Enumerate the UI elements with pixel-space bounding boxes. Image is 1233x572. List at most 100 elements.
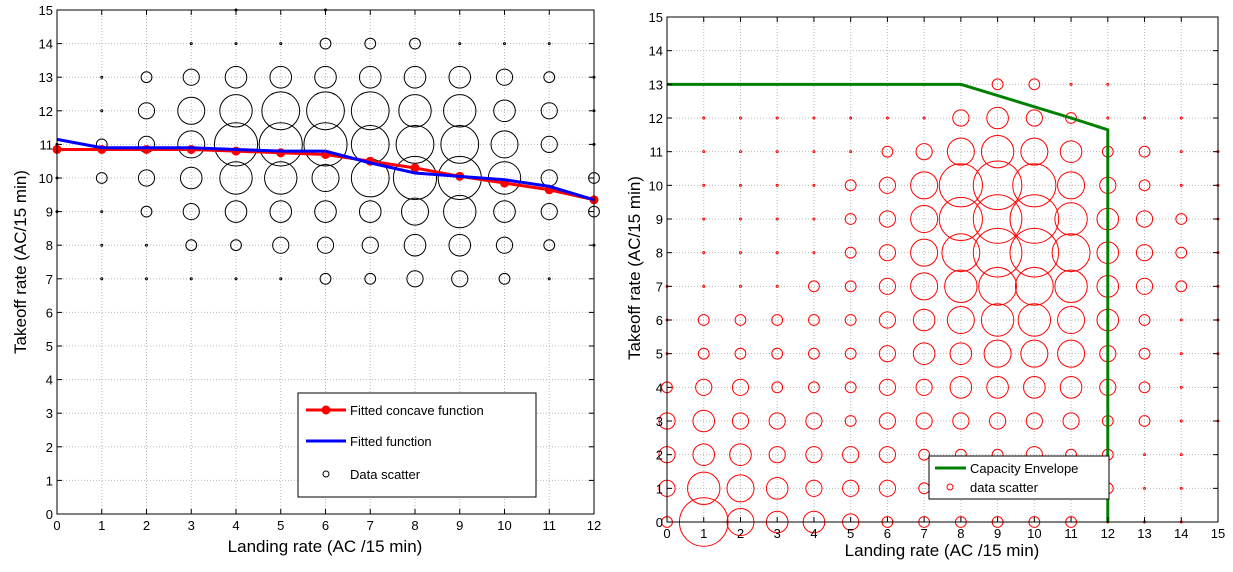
concave-fit-marker: [410, 163, 420, 173]
y-tick-label: 6: [656, 313, 663, 328]
scatter-point: [771, 381, 784, 394]
scatter-point: [912, 342, 936, 365]
y-tick-label: 14: [39, 37, 53, 52]
scatter-point: [458, 42, 462, 46]
scatter-point: [234, 277, 238, 281]
y-tick-label: 5: [46, 339, 53, 354]
x-tick-label: 9: [456, 518, 463, 533]
scatter-point: [543, 71, 556, 84]
legend-marker-scatter-left: [322, 470, 330, 478]
scatter-point: [493, 200, 516, 223]
scatter-point: [952, 109, 970, 127]
scatter-point: [812, 116, 816, 120]
scatter-point: [264, 161, 298, 195]
scatter-point: [189, 42, 193, 46]
scatter-point: [1054, 202, 1088, 236]
scatter-point: [812, 183, 816, 187]
scatter-point: [189, 277, 193, 281]
y-tick-label: 15: [649, 10, 663, 25]
scatter-point: [279, 277, 283, 281]
scatter-point: [878, 176, 897, 194]
scatter-point: [311, 164, 340, 192]
scatter-point: [314, 200, 337, 223]
scatter-point: [731, 378, 750, 396]
scatter-point: [775, 116, 779, 120]
x-tick-label: 1: [98, 518, 105, 533]
scatter-point: [95, 172, 108, 184]
scatter-point: [145, 243, 148, 247]
scatter-point: [219, 94, 253, 128]
scatter-point: [185, 239, 198, 252]
scatter-point: [230, 239, 242, 252]
scatter-point: [878, 210, 897, 228]
scatter-point: [1179, 453, 1183, 457]
scatter-point: [403, 233, 427, 257]
y-tick-label: 13: [39, 70, 53, 85]
scatter-point: [306, 91, 345, 131]
x-tick-label: 10: [1027, 526, 1041, 541]
scatter-point: [986, 376, 1009, 399]
scatter-point: [910, 272, 939, 301]
scatter-point: [983, 339, 1012, 368]
y-tick-label: 0: [656, 515, 663, 530]
scatter-point: [808, 314, 820, 326]
scatter-point: [137, 102, 156, 120]
scatter-point: [738, 150, 742, 154]
x-tick-label: 12: [1101, 526, 1115, 541]
scatter-point: [1179, 150, 1183, 154]
scatter-point: [547, 42, 551, 46]
y-tick-label: 11: [650, 145, 664, 160]
scatter-point: [775, 217, 779, 221]
scatter-point: [849, 116, 853, 120]
x-tick-label: 11: [543, 518, 557, 533]
scatter-point: [543, 239, 556, 252]
scatter-point: [808, 381, 820, 394]
scatter-point: [100, 243, 104, 247]
scatter-point: [503, 42, 506, 46]
scatter-point: [687, 471, 721, 506]
scatter-point: [1106, 116, 1110, 120]
scatter-point: [1135, 244, 1154, 262]
scatter-point: [269, 200, 293, 223]
scatter-point: [140, 71, 153, 84]
scatter-point: [448, 65, 472, 89]
scatter-point: [269, 65, 293, 89]
scatter-point: [842, 446, 860, 464]
scatter-point: [878, 378, 897, 396]
scatter-point: [258, 122, 303, 167]
scatter-point: [1138, 347, 1151, 360]
scatter-point: [1012, 163, 1057, 208]
y-tick-label: 3: [656, 414, 663, 429]
scatter-point: [145, 277, 148, 281]
scatter-point: [100, 277, 104, 281]
scatter-point: [490, 130, 519, 159]
capacity-envelope-line: [667, 82, 1110, 522]
scatter-point: [771, 347, 784, 360]
scatter-point: [1014, 266, 1054, 306]
x-tick-label: 10: [497, 518, 511, 533]
y-tick-label: 10: [649, 178, 663, 193]
scatter-point: [808, 280, 820, 293]
x-tick-label: 1: [700, 526, 707, 541]
y-tick-label: 7: [656, 279, 663, 294]
scatter-point: [395, 124, 435, 164]
x-tick-label: 0: [663, 526, 670, 541]
y-tick-label: 4: [656, 380, 663, 395]
scatter-point: [734, 314, 747, 326]
x-tick-label: 2: [737, 526, 744, 541]
legend-label-concave: Fitted concave function: [350, 403, 484, 418]
scatter-point: [358, 65, 382, 89]
scatter-point: [915, 143, 933, 161]
legend-box-right: [928, 455, 1110, 500]
scatter-point: [1143, 486, 1147, 490]
scatter-point: [878, 412, 897, 430]
scatter-point: [702, 284, 706, 288]
scatter-point: [941, 233, 981, 273]
scatter-point: [100, 109, 104, 113]
scatter-point: [702, 251, 706, 255]
scatter-point: [1179, 318, 1183, 322]
scatter-point: [844, 213, 857, 225]
scatter-point: [805, 479, 823, 497]
scatter-point: [842, 479, 860, 497]
y-tick-label: 9: [656, 212, 663, 227]
